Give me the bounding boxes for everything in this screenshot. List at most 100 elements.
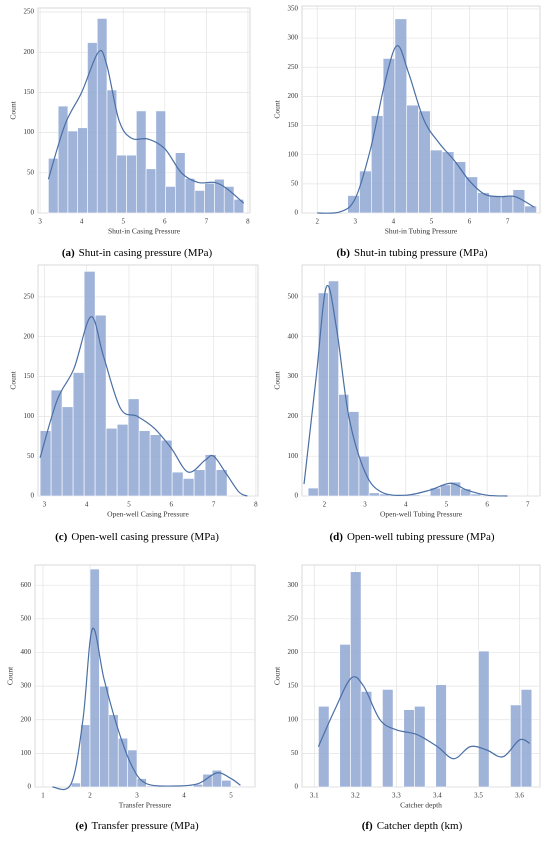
caption-text: Open-well casing pressure (MPa) <box>71 531 219 543</box>
y-axis-label: Count <box>6 666 15 685</box>
y-tick-label: 150 <box>24 372 35 380</box>
x-tick-label: 3 <box>354 218 358 226</box>
x-tick-label: 4 <box>392 218 396 226</box>
caption-text: Catcher depth (km) <box>377 820 463 832</box>
y-tick-label: 100 <box>21 749 32 757</box>
caption-label: (e) <box>75 820 88 832</box>
x-tick-label: 6 <box>163 218 167 226</box>
bar <box>347 195 360 214</box>
bar <box>520 689 533 788</box>
x-tick-label: 1 <box>41 792 45 800</box>
x-axis-label: Open-well Tubing Pressure <box>380 510 463 519</box>
x-tick-label: 2 <box>323 501 327 509</box>
x-tick-label: 2 <box>88 792 92 800</box>
bar <box>414 705 426 788</box>
y-axis-label: Count <box>273 666 282 685</box>
x-tick-label: 3.4 <box>433 792 442 800</box>
bar <box>96 18 108 214</box>
kde-line <box>303 284 508 497</box>
bar <box>146 785 157 788</box>
x-tick-label: 5 <box>127 501 131 509</box>
caption-label: (f) <box>362 820 373 832</box>
x-tick-label: 6 <box>170 501 174 509</box>
bar <box>138 430 151 497</box>
y-tick-label: 250 <box>24 292 35 300</box>
x-axis-label: Open-well Casing Pressure <box>107 510 189 519</box>
bar <box>358 455 370 497</box>
x-tick-label: 8 <box>246 218 250 226</box>
x-tick-label: 3 <box>363 501 367 509</box>
x-tick-label: 6 <box>485 501 489 509</box>
y-tick-label: 50 <box>27 168 35 176</box>
caption-text: Shut-in casing pressure (MPa) <box>79 247 213 259</box>
y-tick-label: 250 <box>288 63 299 71</box>
kde-line <box>52 627 241 791</box>
bar <box>145 168 157 214</box>
y-tick-label: 200 <box>288 412 299 420</box>
bar <box>489 195 502 214</box>
bar <box>136 778 147 788</box>
y-tick-label: 250 <box>24 8 35 16</box>
bar <box>478 650 490 788</box>
caption-label: (d) <box>329 531 343 543</box>
bar <box>61 406 74 497</box>
bar <box>204 454 217 497</box>
bar <box>160 439 173 497</box>
bar <box>116 424 129 497</box>
y-axis-label: Count <box>9 100 18 119</box>
bar <box>83 271 96 497</box>
caption-text: Transfer pressure (MPa) <box>92 820 199 832</box>
bar <box>126 154 137 214</box>
bar <box>106 89 118 214</box>
bar <box>441 151 455 214</box>
bar <box>460 488 472 497</box>
bar <box>307 487 319 497</box>
kde-line <box>317 45 535 214</box>
bar <box>127 749 138 788</box>
x-axis-label: Shut-in Casing Pressure <box>108 227 181 236</box>
caption: (f) Catcher depth (km) <box>362 820 463 832</box>
y-tick-label: 0 <box>31 492 35 500</box>
x-tick-label: 7 <box>506 218 510 226</box>
x-tick-label: 6 <box>468 218 472 226</box>
y-tick-label: 300 <box>288 34 299 42</box>
bar <box>440 484 451 497</box>
y-tick-label: 150 <box>288 121 299 129</box>
caption: (e) Transfer pressure (MPa) <box>75 820 199 832</box>
bar <box>155 110 166 214</box>
x-tick-label: 3.6 <box>515 792 524 800</box>
y-tick-label: 400 <box>288 332 299 340</box>
bar <box>360 691 373 788</box>
bar <box>419 494 431 497</box>
bar <box>465 176 478 214</box>
x-tick-label: 5 <box>430 218 434 226</box>
bar <box>175 152 186 214</box>
bar <box>348 411 360 497</box>
y-tick-label: 200 <box>288 92 299 100</box>
x-tick-label: 3 <box>135 792 139 800</box>
bar <box>39 430 52 497</box>
y-tick-label: 0 <box>295 783 299 791</box>
kde-line <box>39 316 248 497</box>
y-tick-label: 50 <box>291 179 299 187</box>
bar <box>470 493 482 497</box>
y-tick-label: 150 <box>288 682 299 690</box>
caption-text: Open-well tubing pressure (MPa) <box>347 531 495 543</box>
y-tick-label: 200 <box>24 48 35 56</box>
y-tick-label: 100 <box>288 150 299 158</box>
x-axis-label: Transfer Pressure <box>119 801 172 810</box>
x-tick-label: 7 <box>205 218 209 226</box>
y-axis-label: Count <box>273 370 282 389</box>
y-tick-label: 500 <box>21 614 32 622</box>
bar <box>339 644 351 788</box>
x-tick-label: 3 <box>38 218 42 226</box>
caption-text: Shut-in tubing pressure (MPa) <box>354 247 488 259</box>
bar <box>70 782 81 788</box>
bar <box>510 704 522 788</box>
bar <box>453 161 467 214</box>
x-tick-label: 4 <box>85 501 89 509</box>
y-axis-label: Count <box>273 99 282 118</box>
y-tick-label: 50 <box>27 452 35 460</box>
bar <box>430 149 443 214</box>
x-tick-label: 5 <box>445 501 449 509</box>
